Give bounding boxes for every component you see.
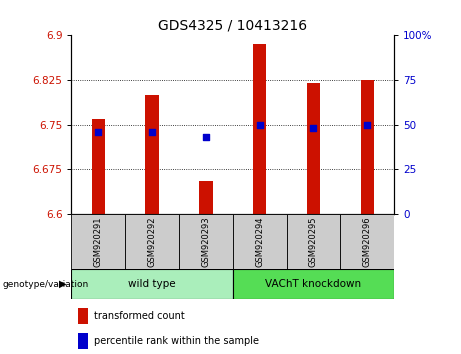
Bar: [307, 83, 320, 214]
Bar: [78, 308, 88, 324]
Bar: [179, 214, 233, 269]
Bar: [233, 214, 287, 269]
Text: GSM920292: GSM920292: [148, 216, 157, 267]
Text: GSM920294: GSM920294: [255, 216, 264, 267]
Point: [310, 126, 317, 131]
Point: [202, 135, 210, 140]
Bar: [71, 214, 125, 269]
Title: GDS4325 / 10413216: GDS4325 / 10413216: [158, 19, 307, 33]
Text: GSM920296: GSM920296: [363, 216, 372, 267]
Point: [364, 122, 371, 127]
Text: VAChT knockdown: VAChT knockdown: [266, 279, 361, 289]
Bar: [287, 214, 340, 269]
Text: wild type: wild type: [128, 279, 176, 289]
Text: GSM920291: GSM920291: [94, 216, 103, 267]
Bar: [361, 80, 374, 214]
Text: transformed count: transformed count: [94, 311, 185, 321]
Bar: [92, 119, 105, 214]
Bar: [125, 214, 179, 269]
Bar: [199, 181, 213, 214]
Text: ▶: ▶: [59, 279, 67, 289]
Bar: [233, 269, 394, 299]
Bar: [253, 44, 266, 214]
Text: GSM920295: GSM920295: [309, 216, 318, 267]
Bar: [145, 95, 159, 214]
Text: percentile rank within the sample: percentile rank within the sample: [94, 336, 259, 346]
Point: [148, 129, 156, 135]
Bar: [340, 214, 394, 269]
Bar: [78, 333, 88, 348]
Bar: [71, 269, 233, 299]
Text: GSM920293: GSM920293: [201, 216, 210, 267]
Text: genotype/variation: genotype/variation: [2, 280, 89, 289]
Point: [256, 122, 263, 127]
Point: [95, 129, 102, 135]
